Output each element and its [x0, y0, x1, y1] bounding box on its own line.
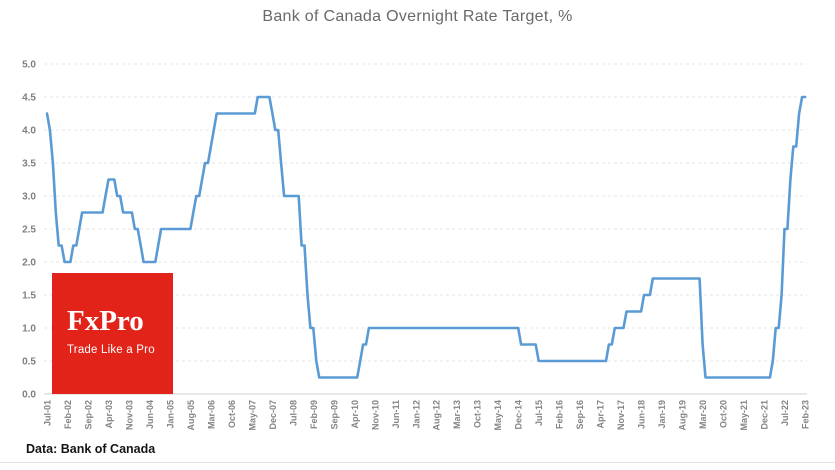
- x-tick-label: Apr-10: [350, 400, 360, 429]
- y-tick-label: 4.5: [22, 93, 36, 104]
- x-tick-label: Feb-09: [309, 400, 319, 429]
- x-tick-label: Jul-22: [780, 400, 790, 426]
- x-tick-label: Mar-20: [698, 400, 708, 429]
- y-tick-label: 3.5: [22, 159, 36, 170]
- fxpro-logo: FxPro Trade Like a Pro: [52, 273, 173, 394]
- x-tick-label: Jan-05: [165, 400, 175, 429]
- x-tick-label: Apr-03: [104, 400, 114, 429]
- y-tick-label: 0.0: [22, 390, 36, 401]
- x-tick-label: May-21: [739, 400, 749, 431]
- x-tick-label: Jun-11: [391, 400, 401, 429]
- x-tick-label: Aug-12: [432, 400, 442, 431]
- y-tick-label: 1.5: [22, 291, 36, 302]
- x-tick-label: Nov-17: [616, 400, 626, 430]
- x-tick-label: Aug-05: [186, 400, 196, 431]
- x-tick-label: Feb-16: [555, 400, 565, 429]
- x-tick-label: Mar-06: [206, 400, 216, 429]
- x-tick-label: Sep-16: [575, 400, 585, 430]
- x-tick-label: Dec-07: [268, 400, 278, 430]
- source-note: Data: Bank of Canada: [26, 442, 156, 456]
- y-tick-label: 2.0: [22, 258, 36, 269]
- fxpro-logo-name: FxPro: [67, 305, 144, 337]
- y-tick-label: 1.0: [22, 324, 36, 335]
- x-tick-label: Oct-06: [227, 400, 237, 428]
- x-tick-label: Nov-10: [370, 400, 380, 430]
- x-tick-label: Dec-14: [514, 400, 524, 430]
- x-tick-label: May-07: [247, 400, 257, 431]
- x-tick-label: Nov-03: [124, 400, 134, 430]
- x-tick-label: Oct-13: [473, 400, 483, 428]
- x-tick-label: Feb-23: [801, 400, 811, 429]
- y-tick-label: 0.5: [22, 357, 36, 368]
- x-tick-label: Dec-21: [760, 400, 770, 430]
- y-tick-label: 4.0: [22, 126, 36, 137]
- y-tick-label: 2.5: [22, 225, 36, 236]
- x-tick-label: Sep-02: [84, 400, 94, 430]
- x-tick-label: Aug-19: [678, 400, 688, 431]
- x-tick-label: Jul-08: [288, 400, 298, 426]
- bottom-rule: [0, 462, 835, 463]
- y-tick-label: 5.0: [22, 60, 36, 71]
- x-tick-label: Apr-17: [596, 400, 606, 429]
- x-tick-label: Jun-04: [145, 400, 155, 429]
- rate-series-line: [45, 95, 807, 379]
- x-tick-label: Sep-09: [329, 400, 339, 430]
- x-tick-label: Jul-01: [43, 400, 53, 426]
- page-title: Bank of Canada Overnight Rate Target, %: [262, 8, 573, 25]
- x-tick-label: Mar-13: [452, 400, 462, 429]
- x-tick-label: Jun-18: [637, 400, 647, 429]
- x-tick-label: Oct-20: [719, 400, 729, 428]
- x-tick-label: Jul-15: [534, 400, 544, 426]
- y-tick-label: 3.0: [22, 192, 36, 203]
- fxpro-logo-tagline: Trade Like a Pro: [67, 344, 155, 356]
- x-tick-label: Feb-02: [63, 400, 73, 429]
- x-tick-label: Jan-12: [411, 400, 421, 429]
- x-tick-label: May-14: [493, 400, 503, 431]
- x-tick-label: Jan-19: [657, 400, 667, 429]
